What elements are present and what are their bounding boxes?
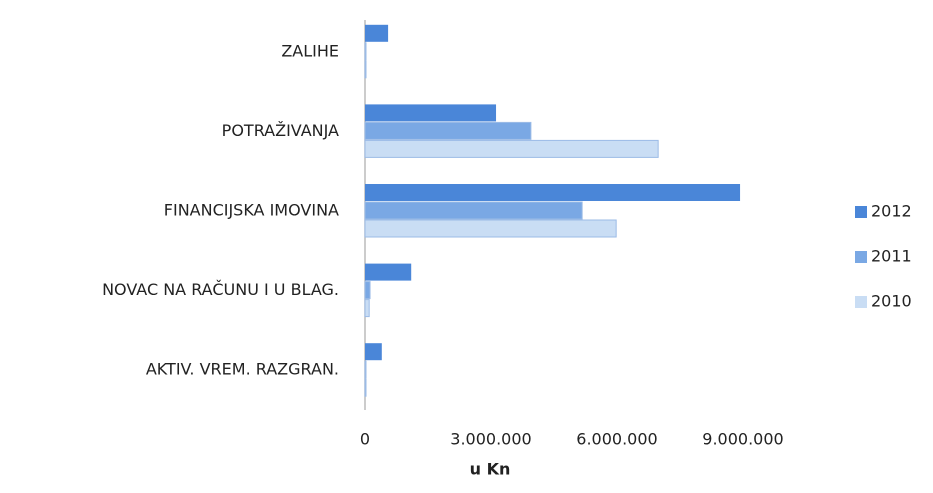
bar: [365, 343, 382, 361]
legend-label: 2011: [871, 247, 912, 266]
legend-label: 2010: [871, 292, 912, 311]
y-tick-label: NOVAC NA RAČUNU I U BLAG.: [102, 280, 339, 299]
y-tick-label: FINANCIJSKA IMOVINA: [164, 201, 339, 220]
x-tick-label: 0: [360, 430, 370, 449]
bar: [364, 60, 367, 79]
bar: [364, 139, 659, 158]
legend-swatch: [855, 251, 867, 263]
bar: [365, 24, 389, 42]
y-tick-label: AKTIV. VREM. RAZGRAN.: [146, 360, 339, 379]
x-tick-label: 6.000.000: [576, 430, 657, 449]
legend-swatch: [855, 296, 867, 308]
x-tick-label: 9.000.000: [702, 430, 783, 449]
bar: [364, 360, 367, 379]
y-tick-label: POTRAŽIVANJA: [222, 121, 339, 140]
bar: [365, 263, 412, 281]
legend-swatch: [855, 206, 867, 218]
x-tick-label: 3.000.000: [450, 430, 531, 449]
x-axis-label: u Kn: [470, 460, 511, 479]
bar: [364, 121, 532, 140]
bar: [364, 281, 371, 300]
bar: [364, 299, 370, 318]
y-tick-label: ZALIHE: [281, 41, 339, 60]
legend-label: 2012: [871, 202, 912, 221]
bar: [365, 104, 497, 122]
bar: [364, 378, 367, 397]
bar: [364, 42, 367, 61]
bar: [364, 219, 617, 238]
bar: [364, 201, 583, 220]
bar: [365, 184, 741, 201]
